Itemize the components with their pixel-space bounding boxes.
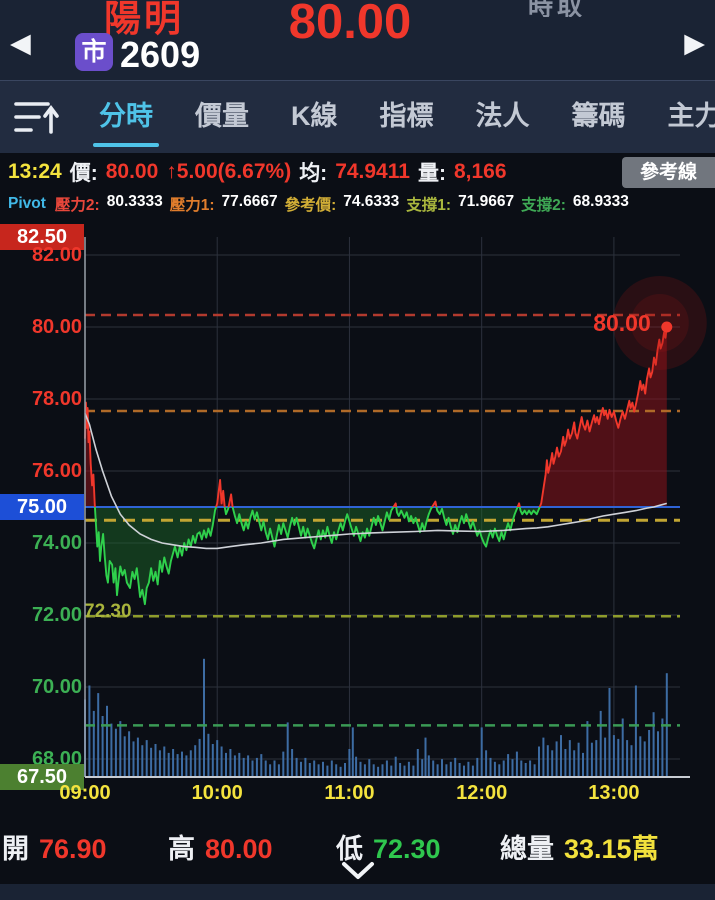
y-axis-badge: 67.50 bbox=[0, 764, 84, 790]
y-axis-label: 74.00 bbox=[31, 532, 82, 554]
collapse-chevron-icon[interactable] bbox=[340, 860, 376, 882]
y-axis-label: 80.00 bbox=[31, 316, 82, 338]
avg-label: 均: bbox=[299, 162, 328, 185]
pivot-value: 77.6667 bbox=[221, 193, 278, 210]
tab-list: 分時 價量 K線 指標 法人 籌碼 主力 bbox=[78, 81, 715, 154]
pivot-label: 壓力2: bbox=[54, 197, 100, 214]
tab-7[interactable]: 主力 bbox=[667, 101, 715, 131]
volume-label: 量: bbox=[417, 162, 446, 185]
prev-stock-arrow-icon[interactable]: ◀ bbox=[10, 28, 31, 58]
next-stock-arrow-icon[interactable]: ▶ bbox=[684, 28, 705, 58]
avg-value: 74.9411 bbox=[335, 160, 410, 183]
pivot-label: 支撐2: bbox=[521, 197, 566, 214]
y-axis-badge: 75.00 bbox=[0, 494, 84, 520]
footer-stat-value: 76.90 bbox=[39, 834, 107, 864]
day-low-annotation: 72.30 bbox=[84, 601, 132, 622]
pivot-value: 74.6333 bbox=[343, 193, 400, 210]
tab-3[interactable]: K線 bbox=[291, 101, 338, 131]
footer-stat: 開 76.90 bbox=[2, 827, 107, 866]
footer-stat-label: 低 bbox=[336, 834, 363, 864]
pivot-value: 71.9667 bbox=[458, 193, 515, 210]
bottom-bar bbox=[0, 884, 715, 900]
footer-stat-value: 80.00 bbox=[205, 834, 273, 864]
stock-code: 2609 bbox=[120, 34, 201, 75]
pivot-label: 支撐1: bbox=[406, 197, 452, 214]
tab-5[interactable]: 法人 bbox=[475, 101, 530, 131]
footer-stat: 高 80.00 bbox=[168, 827, 273, 866]
tab-1[interactable]: 分時 bbox=[87, 81, 165, 154]
footer-stat-label: 總量 bbox=[500, 834, 554, 864]
stock-name: 陽明 bbox=[104, 0, 184, 39]
change-value: ↑5.00(6.67%) bbox=[166, 160, 292, 183]
pivot-label: 壓力1: bbox=[169, 197, 215, 214]
footer-stat-label: 高 bbox=[168, 834, 195, 864]
pivot-row: Pivot 壓力2: 80.3333 壓力1: 77.6667 參考價: 74.6333 支… bbox=[8, 193, 715, 215]
y-axis-label: 78.00 bbox=[31, 388, 82, 410]
y-axis-label: 82.00 bbox=[31, 244, 82, 266]
clipped-header-text: 時取 bbox=[528, 0, 587, 17]
price-value: 80.00 bbox=[105, 160, 159, 183]
chart-plot-area[interactable] bbox=[85, 237, 680, 777]
y-axis-badge: 82.50 bbox=[0, 224, 84, 250]
tab-bar: 分時 價量 K線 指標 法人 籌碼 主力 bbox=[0, 80, 715, 153]
pivot-label: 參考價: bbox=[284, 197, 337, 214]
last-price-annotation: 80.00 bbox=[593, 310, 651, 336]
x-axis-tick: 10:00 bbox=[191, 782, 243, 804]
sort-ascending-icon[interactable] bbox=[12, 96, 62, 140]
price-label: 價: bbox=[69, 162, 98, 185]
tab-2[interactable]: 價量 bbox=[195, 101, 249, 131]
pivot-items: 壓力2: 80.3333 壓力1: 77.6667 參考價: 74.6333 支撐1: 71.… bbox=[55, 193, 629, 215]
footer-stat-value: 72.30 bbox=[373, 834, 441, 864]
footer-stat-value: 33.15萬 bbox=[564, 834, 659, 864]
tab-4[interactable]: 指標 bbox=[379, 101, 434, 131]
volume-value: 8,166 bbox=[453, 160, 507, 183]
footer-stat: 低 72.30 bbox=[336, 827, 441, 866]
x-axis-tick: 13:00 bbox=[588, 782, 640, 804]
y-axis-label: 76.00 bbox=[31, 460, 82, 482]
tab-6[interactable]: 籌碼 bbox=[571, 101, 626, 131]
pivot-title: Pivot bbox=[8, 195, 46, 212]
pivot-value: 68.9333 bbox=[572, 193, 629, 210]
footer-stat: 總量 33.15萬 bbox=[500, 827, 659, 866]
x-axis-tick: 09:00 bbox=[59, 782, 111, 804]
header-bar: ◀ ▶ 陽明 市 2609 80.00 時取 bbox=[0, 0, 715, 80]
reference-line-button[interactable]: 參考線 bbox=[622, 157, 715, 188]
footer-stat-label: 開 bbox=[2, 834, 29, 864]
x-axis-tick: 11:00 bbox=[324, 782, 375, 804]
quote-row: 13:24 價: 80.00 ↑5.00(6.67%) 均: 74.9411 量… bbox=[8, 158, 618, 186]
quote-time: 13:24 bbox=[8, 160, 62, 183]
market-badge: 市 bbox=[75, 33, 113, 71]
y-axis-label: 72.00 bbox=[31, 604, 82, 626]
y-axis-label: 70.00 bbox=[31, 676, 82, 698]
x-axis-tick: 12:00 bbox=[456, 782, 508, 804]
pivot-value: 80.3333 bbox=[106, 193, 163, 210]
last-price: 80.00 bbox=[288, 0, 412, 49]
